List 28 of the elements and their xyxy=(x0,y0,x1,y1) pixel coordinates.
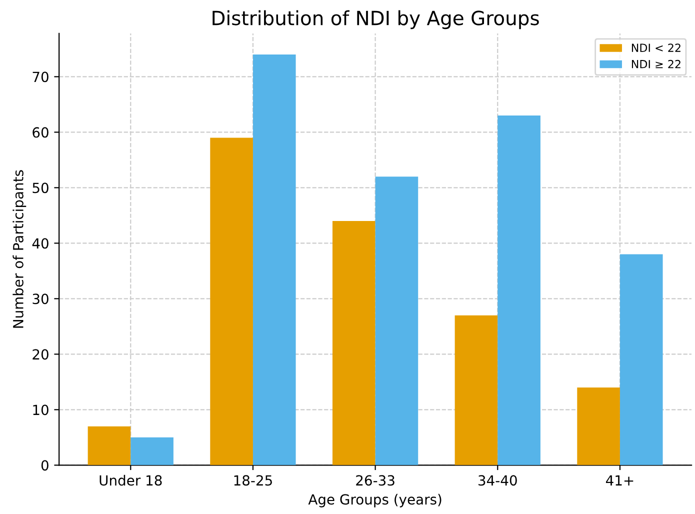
bar xyxy=(130,437,174,466)
bar xyxy=(498,116,540,466)
y-tick-label: 40 xyxy=(32,238,48,249)
bar xyxy=(375,176,418,466)
y-axis-title: Number of Participants xyxy=(12,170,26,328)
y-tick-label: 60 xyxy=(32,127,48,138)
bar xyxy=(454,315,498,466)
x-tick-label: 34-40 xyxy=(478,475,517,486)
y-tick-label: 20 xyxy=(32,349,48,360)
x-tick-label: 41+ xyxy=(606,475,634,486)
bar xyxy=(332,220,376,466)
legend-label: NDI ≥ 22 xyxy=(632,60,680,68)
legend-label: NDI < 22 xyxy=(632,44,680,52)
x-tick-label: 18-25 xyxy=(234,475,272,486)
bar xyxy=(577,387,620,466)
chart-title: Distribution of NDI by Age Groups xyxy=(212,10,539,30)
x-axis-title: Age Groups (years) xyxy=(308,494,442,508)
bar xyxy=(210,138,253,466)
bar xyxy=(620,254,663,466)
bar xyxy=(88,426,131,466)
y-tick-label: 30 xyxy=(32,294,48,304)
x-tick-label: 26-33 xyxy=(356,475,394,486)
y-tick-label: 70 xyxy=(32,72,48,82)
bar xyxy=(252,54,296,466)
y-tick-label: 0 xyxy=(41,460,48,471)
y-tick-label: 50 xyxy=(32,182,48,194)
x-tick-label: Under 18 xyxy=(100,474,162,486)
y-tick-label: 10 xyxy=(33,404,48,416)
